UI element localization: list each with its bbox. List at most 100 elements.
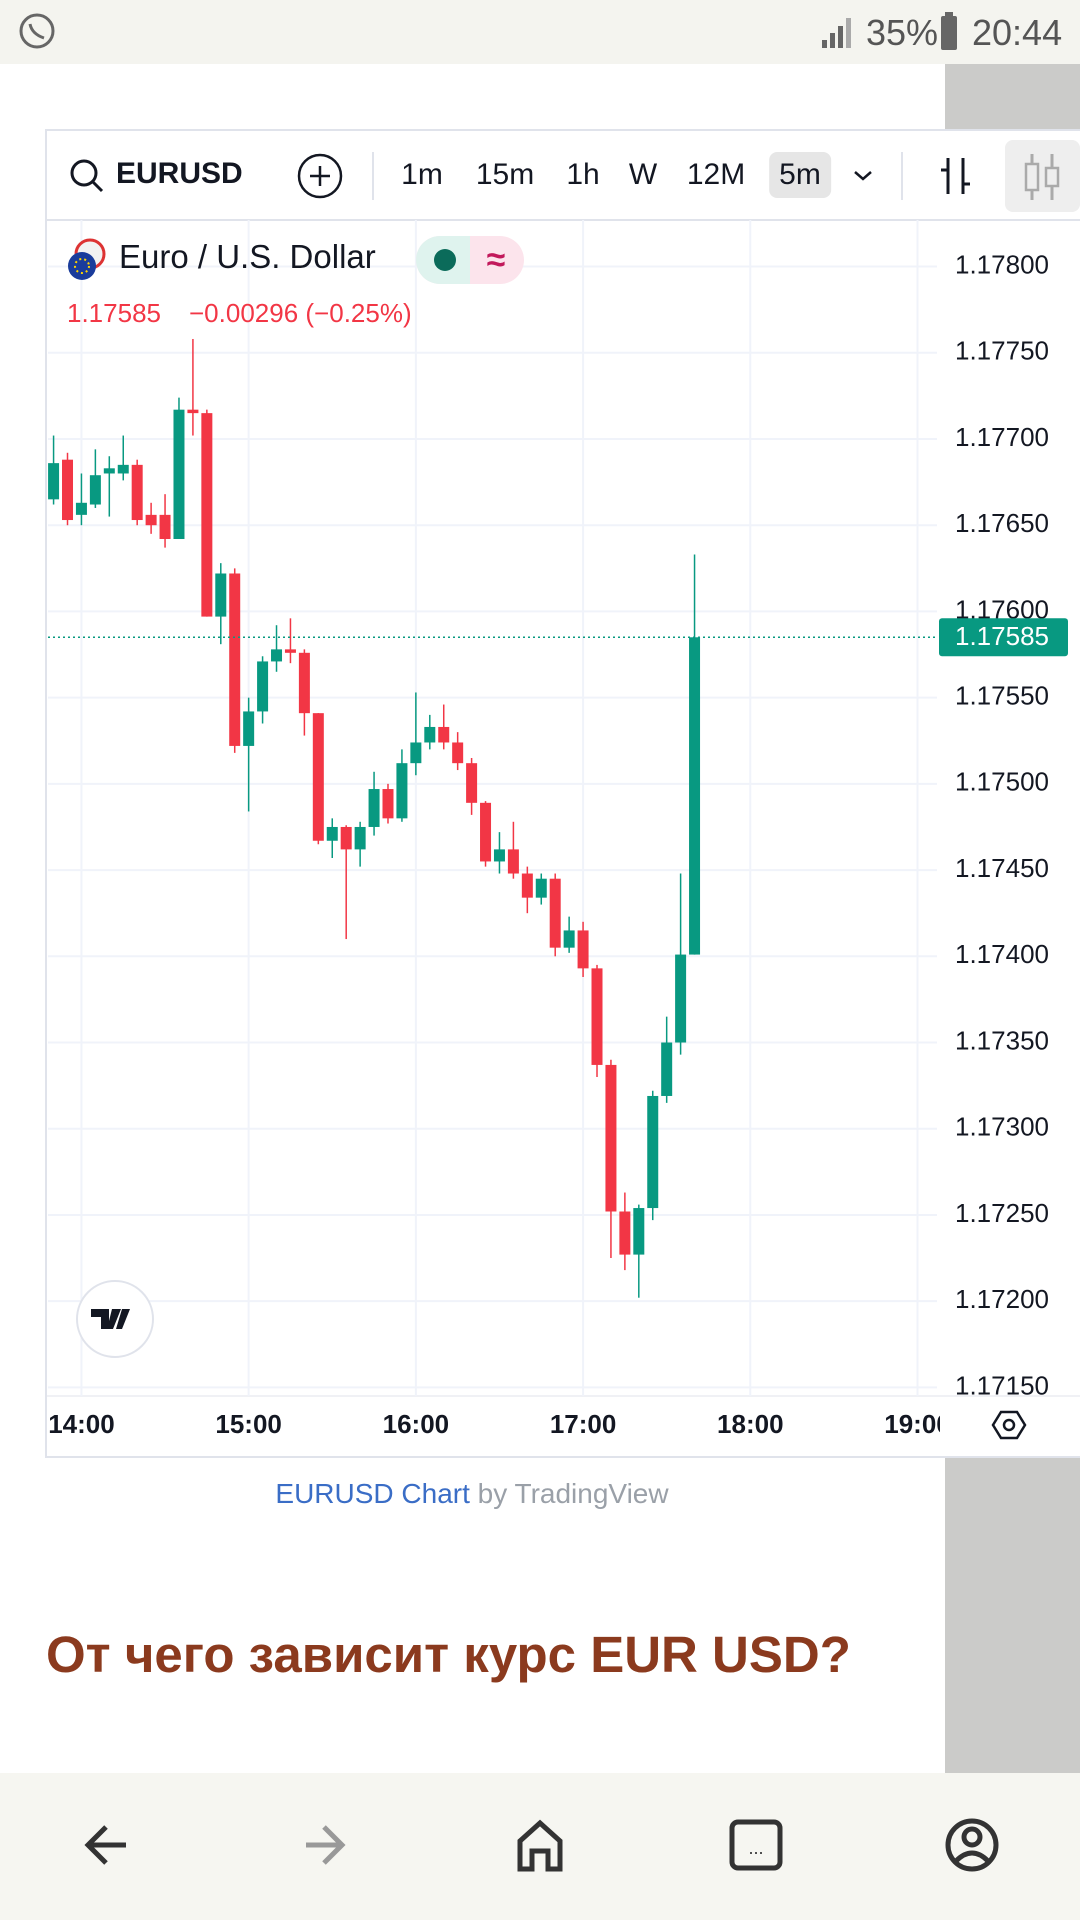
x-tick-label: 16:00 bbox=[383, 1409, 450, 1439]
candle-body bbox=[271, 649, 283, 662]
candle-body bbox=[507, 849, 519, 874]
status-bar bbox=[0, 0, 1080, 64]
status-pill: ≈ bbox=[416, 236, 524, 284]
candle-body bbox=[215, 573, 227, 617]
widget-frame bbox=[45, 129, 1080, 1458]
candle-body bbox=[535, 878, 547, 898]
candle-body bbox=[312, 713, 324, 841]
search-icon[interactable] bbox=[70, 159, 104, 193]
tabs-button[interactable]: ... bbox=[729, 1819, 783, 1871]
y-tick-label: 1.17750 bbox=[955, 336, 1049, 366]
candle-body bbox=[117, 464, 129, 474]
x-tick-label: 18:00 bbox=[717, 1409, 784, 1439]
candle-body bbox=[187, 409, 199, 414]
candle-body bbox=[103, 468, 115, 474]
interval-button[interactable]: 1m bbox=[401, 158, 443, 191]
candle-body bbox=[633, 1208, 645, 1255]
viber-icon bbox=[19, 13, 55, 49]
candle-body bbox=[75, 502, 87, 515]
legend-change: −0.00296 (−0.25%) bbox=[189, 298, 412, 328]
x-tick-label: 14:00 bbox=[48, 1409, 115, 1439]
home-button[interactable] bbox=[517, 1819, 563, 1872]
battery-text: 35% bbox=[866, 12, 939, 53]
candle-body bbox=[131, 464, 143, 521]
candle-body bbox=[257, 661, 269, 712]
chart-title: Euro / U.S. Dollar bbox=[119, 238, 376, 275]
candle-body bbox=[62, 459, 74, 521]
candle-body bbox=[619, 1211, 631, 1255]
y-tick-label: 1.17700 bbox=[955, 422, 1049, 452]
candle-body bbox=[48, 463, 60, 500]
currency-flags bbox=[68, 238, 106, 280]
candle-body bbox=[298, 652, 310, 714]
candle-body bbox=[326, 826, 338, 841]
candle-body bbox=[438, 726, 450, 743]
y-tick-label: 1.17800 bbox=[955, 249, 1049, 279]
candle-body bbox=[159, 514, 171, 540]
forward-button[interactable] bbox=[306, 1825, 346, 1865]
last-price-tag bbox=[939, 618, 1068, 657]
candle-body bbox=[89, 475, 101, 505]
candle-body bbox=[493, 849, 505, 862]
signal-icon bbox=[822, 18, 851, 48]
y-tick-label: 1.17500 bbox=[955, 767, 1049, 797]
candle-body bbox=[647, 1095, 659, 1209]
candle-body bbox=[480, 802, 492, 862]
candle-body bbox=[145, 514, 157, 526]
candle-body bbox=[382, 789, 394, 819]
candle-body bbox=[424, 726, 436, 743]
candle-body bbox=[466, 763, 478, 803]
x-tick-label: 17:00 bbox=[550, 1409, 617, 1439]
y-tick-label: 1.17450 bbox=[955, 853, 1049, 883]
candle-body bbox=[284, 649, 296, 653]
candle-body bbox=[521, 873, 533, 898]
battery-icon bbox=[941, 12, 957, 50]
candle-body bbox=[340, 826, 352, 850]
legend-price: 1.17585 bbox=[67, 298, 161, 328]
interval-button[interactable]: W bbox=[628, 158, 658, 191]
last-price-label: 1.17585 bbox=[955, 621, 1049, 651]
interval-dropdown[interactable] bbox=[854, 171, 872, 181]
tradingview-logo[interactable] bbox=[76, 1280, 154, 1358]
candle-body bbox=[452, 742, 464, 764]
candle-body bbox=[368, 789, 380, 827]
y-tick-label: 1.17300 bbox=[955, 1112, 1049, 1142]
candle-body bbox=[563, 930, 575, 948]
settings-icon[interactable] bbox=[991, 1410, 1027, 1440]
y-tick-label: 1.17400 bbox=[955, 939, 1049, 969]
article-heading: От чего зависит курс EUR USD? bbox=[46, 1626, 851, 1683]
bars-style-button[interactable] bbox=[941, 158, 970, 194]
candle-body bbox=[605, 1064, 617, 1212]
interval-button[interactable]: 12M bbox=[686, 158, 746, 191]
candle-body bbox=[549, 878, 561, 948]
bottom-nav bbox=[0, 1773, 1080, 1920]
candle-body bbox=[661, 1042, 673, 1096]
svg-text:...: ... bbox=[748, 1838, 763, 1858]
y-tick-label: 1.17250 bbox=[955, 1198, 1049, 1228]
candle-body bbox=[675, 954, 687, 1043]
y-tick-label: 1.17650 bbox=[955, 508, 1049, 538]
nav-icons: ... bbox=[84, 1818, 999, 1872]
interval-button[interactable]: 5m bbox=[769, 152, 831, 198]
candle-body bbox=[410, 742, 422, 764]
profile-button[interactable] bbox=[945, 1818, 999, 1872]
candles-style-button[interactable] bbox=[1005, 140, 1080, 212]
candle-body bbox=[396, 763, 408, 819]
back-button[interactable] bbox=[84, 1825, 126, 1865]
candle-body bbox=[243, 711, 255, 746]
candle-body bbox=[591, 968, 603, 1065]
add-symbol-button[interactable] bbox=[297, 153, 343, 199]
y-tick-label: 1.17150 bbox=[955, 1370, 1049, 1400]
candle-body bbox=[354, 826, 366, 850]
interval-button[interactable]: 1h bbox=[566, 158, 600, 191]
candle-body bbox=[577, 930, 589, 969]
candle-body bbox=[229, 573, 241, 746]
caption-link[interactable]: EURUSD Chart bbox=[275, 1478, 470, 1509]
y-tick-label: 1.17350 bbox=[955, 1025, 1049, 1055]
symbol[interactable]: EURUSD bbox=[116, 157, 243, 190]
x-tick-label: 19:00 bbox=[884, 1409, 951, 1439]
interval-button[interactable]: 15m bbox=[475, 158, 535, 191]
caption-by: by TradingView bbox=[477, 1478, 669, 1509]
